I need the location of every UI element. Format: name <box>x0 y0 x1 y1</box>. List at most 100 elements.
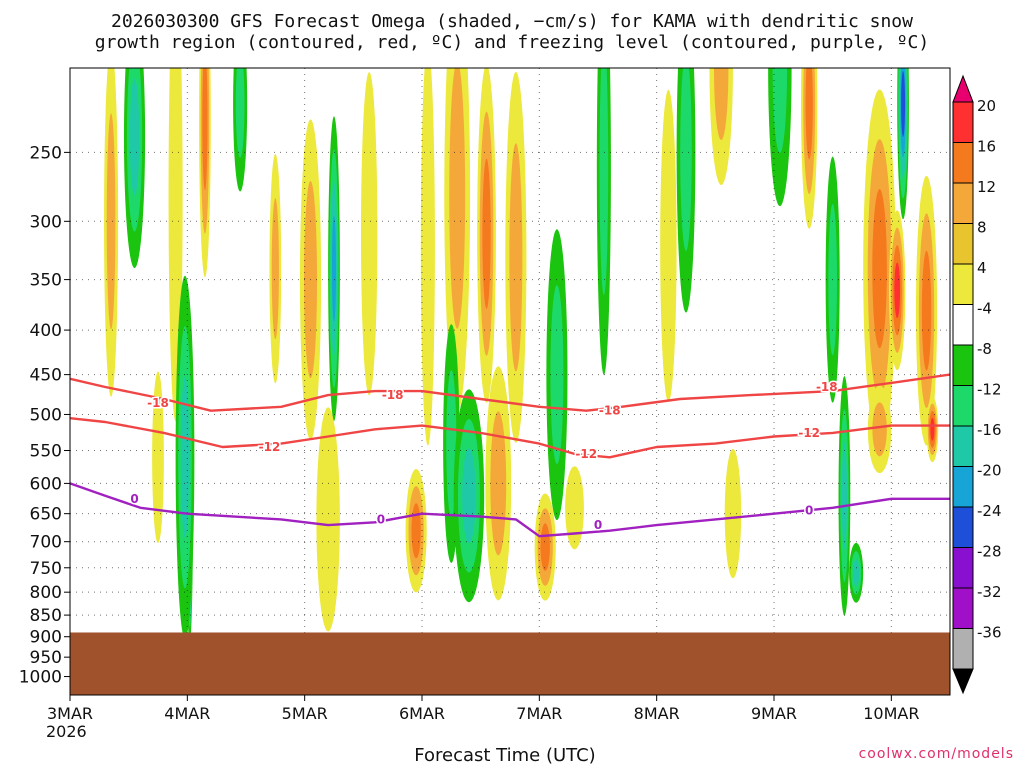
y-tick-label-700: 700 <box>30 533 62 553</box>
omega-cell-11 <box>360 72 378 396</box>
omega-cell-22-core-2 <box>540 523 550 571</box>
colorbar-label-5: -4 <box>977 300 992 318</box>
source-watermark: coolwx.com/models <box>858 746 1014 762</box>
omega-cell-32-core-2 <box>872 189 887 349</box>
y-tick-label-900: 900 <box>30 628 62 648</box>
colorbar-box-1 <box>952 142 974 184</box>
colorbar: 20 16 12 8 4 -4 -8 -12 -16 -20 -24 -28 -32 -36 <box>952 74 1002 695</box>
contour-line-2 <box>70 482 950 538</box>
y-tick-label-550: 550 <box>30 442 62 462</box>
omega-cell-33-core-3 <box>894 262 901 319</box>
y-tick-label-800: 800 <box>30 583 62 603</box>
contour-label-9: 0 <box>594 518 602 532</box>
y-tick-label-300: 300 <box>30 212 62 232</box>
colorbar-box-11 <box>952 547 974 589</box>
colorbar-label-4: 4 <box>977 259 987 277</box>
y-tick-label-250: 250 <box>30 143 62 163</box>
omega-cell-36-core-1 <box>872 402 887 457</box>
colorbar-box-3 <box>952 223 974 265</box>
contour-label-6: -12 <box>798 426 820 440</box>
x-tick-label-0: 3MAR <box>47 704 93 723</box>
colorbar-label-7: -12 <box>977 381 1002 399</box>
contour-label-2: -18 <box>599 404 621 418</box>
omega-cell-27-core-1 <box>680 68 692 251</box>
omega-cell-12 <box>316 407 340 632</box>
x-tick-label-6: 9MAR <box>751 704 797 723</box>
omega-cell-35-core-4 <box>901 71 906 137</box>
omega-cell-15-core-2 <box>482 158 491 309</box>
colorbar-box-4 <box>952 263 974 305</box>
omega-cell-8-core-1 <box>271 198 279 340</box>
omega-cell-4-core-1 <box>235 68 245 158</box>
omega-cell-13-core-1 <box>449 68 466 329</box>
colorbar-label-3: 8 <box>977 219 987 237</box>
contour-label-4: -12 <box>259 440 281 454</box>
omega-cell-3-core-2 <box>202 68 208 191</box>
colorbar-bottom-arrow <box>952 668 974 695</box>
colorbar-box-8 <box>952 425 974 467</box>
colorbar-label-11: -28 <box>977 543 1002 561</box>
omega-cell-20-core-1 <box>490 411 507 556</box>
omega-cell-0-core-1 <box>106 113 116 330</box>
x-tick-label-3: 6MAR <box>399 704 445 723</box>
contour-label-3: -18 <box>816 380 838 394</box>
x-tick-label-5: 8MAR <box>634 704 680 723</box>
contour-label-5: -12 <box>575 447 597 461</box>
colorbar-box-6 <box>952 344 974 386</box>
colorbar-label-6: -8 <box>977 340 992 358</box>
y-tick-label-1000: 1000 <box>19 668 62 688</box>
y-tick-label-950: 950 <box>30 648 62 668</box>
omega-cell-19-core-2 <box>462 448 476 544</box>
ground-below-surface <box>70 632 950 695</box>
colorbar-label-9: -20 <box>977 462 1002 480</box>
colorbar-box-9 <box>952 466 974 508</box>
colorbar-box-13 <box>952 628 974 670</box>
omega-cell-23-core-1 <box>599 68 609 295</box>
omega-cell-39 <box>724 449 742 579</box>
contour-line-1 <box>70 417 950 459</box>
omega-cell-28-core-1 <box>772 68 788 154</box>
colorbar-label-1: 16 <box>977 138 996 156</box>
contour-label-8: 0 <box>377 512 385 526</box>
omega-cell-25 <box>660 89 677 402</box>
omega-cell-26-core-1 <box>713 68 729 140</box>
x-tick-label-4: 7MAR <box>516 704 562 723</box>
omega-cell-16-core-1 <box>509 143 523 372</box>
y-tick-label-600: 600 <box>30 474 62 494</box>
y-tick-label-400: 400 <box>30 321 62 341</box>
omega-cell-29-core-2 <box>805 68 813 160</box>
colorbar-label-12: -32 <box>977 583 1002 601</box>
colorbar-box-12 <box>952 587 974 629</box>
omega-cell-38-core-2 <box>853 559 860 587</box>
colorbar-top-arrow <box>952 74 974 103</box>
colorbar-label-10: -24 <box>977 502 1002 520</box>
omega-cell-34-core-2 <box>921 250 932 371</box>
omega-cell-14 <box>420 68 435 446</box>
y-tick-label-450: 450 <box>30 366 62 386</box>
x-tick-label-1: 4MAR <box>164 704 210 723</box>
y-tick-label-650: 650 <box>30 505 62 525</box>
y-tick-label-500: 500 <box>30 405 62 425</box>
contour-label-0: -18 <box>147 396 169 410</box>
x-tick-label-2: 5MAR <box>282 704 328 723</box>
contour-label-10: 0 <box>805 504 813 518</box>
omega-cell-10-core-3 <box>331 215 337 322</box>
x-axis-label: Forecast Time (UTC) <box>414 745 596 766</box>
colorbar-box-10 <box>952 506 974 548</box>
colorbar-label-2: 12 <box>977 178 996 196</box>
colorbar-label-13: -36 <box>977 624 1002 642</box>
x-year-label: 2026 <box>46 722 87 741</box>
x-tick-label-7: 10MAR <box>863 704 919 723</box>
contour-label-1: -18 <box>382 388 404 402</box>
y-tick-label-850: 850 <box>30 606 62 626</box>
colorbar-box-7 <box>952 385 974 427</box>
omega-cell-31-core-2 <box>841 442 848 550</box>
y-tick-label-750: 750 <box>30 559 62 579</box>
omega-cell-1-core-2 <box>129 78 140 196</box>
omega-cell-37-core-3 <box>930 417 935 441</box>
chart-title-line1: 2026030300 GFS Forecast Omega (shaded, −… <box>111 11 913 32</box>
contour-label-7: 0 <box>130 492 138 506</box>
y-tick-label-350: 350 <box>30 271 62 291</box>
colorbar-box-5 <box>952 304 974 346</box>
